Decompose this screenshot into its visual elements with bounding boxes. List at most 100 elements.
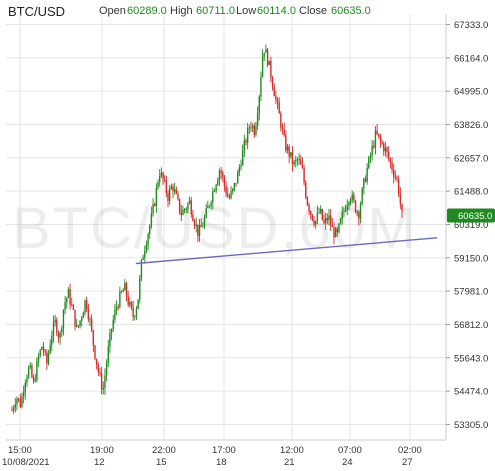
candle-body	[217, 179, 219, 185]
candle-body	[222, 172, 224, 177]
candle-body	[353, 194, 355, 201]
candle-body	[399, 194, 402, 204]
candle-body	[109, 333, 111, 347]
candle-body	[346, 205, 348, 211]
candle-body	[41, 346, 43, 350]
candle-body	[265, 49, 267, 53]
candle-body	[12, 407, 15, 411]
price-tick-label: 54474.0	[454, 387, 488, 398]
price-tick-label: 62657.0	[454, 153, 488, 164]
candle-body	[215, 184, 217, 192]
candle-body	[376, 130, 378, 134]
candle-body	[255, 125, 257, 136]
candle-body	[379, 136, 382, 142]
candle-body	[187, 203, 189, 209]
price-tick-label: 67333.0	[454, 20, 488, 31]
candle-body	[67, 289, 70, 298]
candle-body	[210, 202, 212, 206]
candle-body	[29, 365, 31, 368]
candle-body	[39, 349, 41, 356]
candle-body	[24, 382, 26, 393]
candle-body	[203, 217, 206, 227]
candle-body	[159, 175, 161, 182]
candle-body	[300, 159, 302, 165]
candle-body	[19, 398, 21, 408]
open-label: Open	[99, 5, 126, 17]
candle-body	[56, 319, 58, 334]
candle-body	[258, 96, 260, 114]
candle-body	[52, 322, 55, 337]
candle-body	[32, 377, 35, 382]
candle-body	[366, 167, 368, 182]
candle-body	[293, 161, 295, 165]
candle-body	[280, 113, 282, 128]
candle-body	[319, 209, 322, 213]
candle-body	[248, 127, 251, 129]
candle-body	[202, 226, 204, 228]
candle-body	[285, 135, 287, 151]
candle-body	[220, 170, 222, 173]
time-tick-label: 22:00	[152, 445, 176, 456]
candle-body	[127, 296, 129, 305]
candle-body	[235, 183, 237, 184]
candle-body	[72, 304, 75, 310]
candle-body	[393, 169, 395, 177]
candle-body	[17, 398, 20, 400]
candle-body	[180, 212, 182, 216]
low-label: Low	[236, 5, 257, 17]
candle-body	[22, 392, 25, 397]
candle-body	[295, 159, 297, 162]
date-tick-label: 27	[402, 457, 413, 468]
candle-body	[343, 211, 345, 213]
date-tick-label: 12	[94, 457, 105, 468]
candle-body	[160, 172, 163, 176]
price-tick-label: 63826.0	[454, 120, 488, 131]
candle-body	[155, 187, 158, 206]
candle-body	[21, 396, 23, 408]
candle-body	[163, 179, 166, 181]
candle-body	[125, 282, 128, 297]
candle-body	[85, 300, 88, 310]
candle-body	[95, 358, 98, 365]
time-tick-label: 02:00	[398, 445, 422, 456]
date-tick-label: 21	[284, 457, 295, 468]
candle-body	[76, 325, 78, 327]
candle-body	[359, 204, 362, 219]
candlestick-series	[11, 44, 403, 415]
price-tick-label: 56812.0	[454, 320, 488, 331]
candle-body	[165, 180, 168, 193]
candle-body	[251, 125, 254, 128]
candle-body	[195, 224, 197, 227]
open-value: 60289.0	[127, 5, 167, 17]
candle-body	[71, 304, 73, 306]
candle-body	[310, 211, 312, 215]
candle-body	[200, 225, 202, 228]
candle-body	[223, 176, 226, 186]
candle-body	[16, 398, 18, 405]
candle-body	[90, 319, 93, 331]
candle-body	[212, 191, 214, 203]
candle-body	[240, 165, 242, 168]
candle-body	[228, 196, 231, 198]
candle-body	[334, 228, 337, 238]
close-value: 60635.0	[331, 5, 371, 17]
candle-body	[107, 346, 109, 363]
trendline[interactable]	[135, 237, 438, 265]
candle-body	[44, 351, 46, 353]
candle-body	[130, 302, 133, 308]
candle-body	[129, 302, 131, 305]
candle-body	[225, 185, 227, 194]
candle-body	[170, 186, 173, 190]
candle-body	[281, 127, 284, 129]
candle-body	[208, 205, 211, 207]
candle-body	[37, 355, 40, 361]
candle-body	[99, 372, 101, 374]
time-tick-label: 15:00	[8, 445, 32, 456]
high-label: High	[170, 5, 193, 17]
candle-body	[92, 330, 95, 346]
candle-body	[315, 221, 317, 225]
price-axis: 67333.0 66164.0 64995.0 63826.0 62657.0 61488…	[446, 20, 488, 431]
candle-body	[110, 328, 113, 334]
candle-body	[336, 228, 338, 232]
